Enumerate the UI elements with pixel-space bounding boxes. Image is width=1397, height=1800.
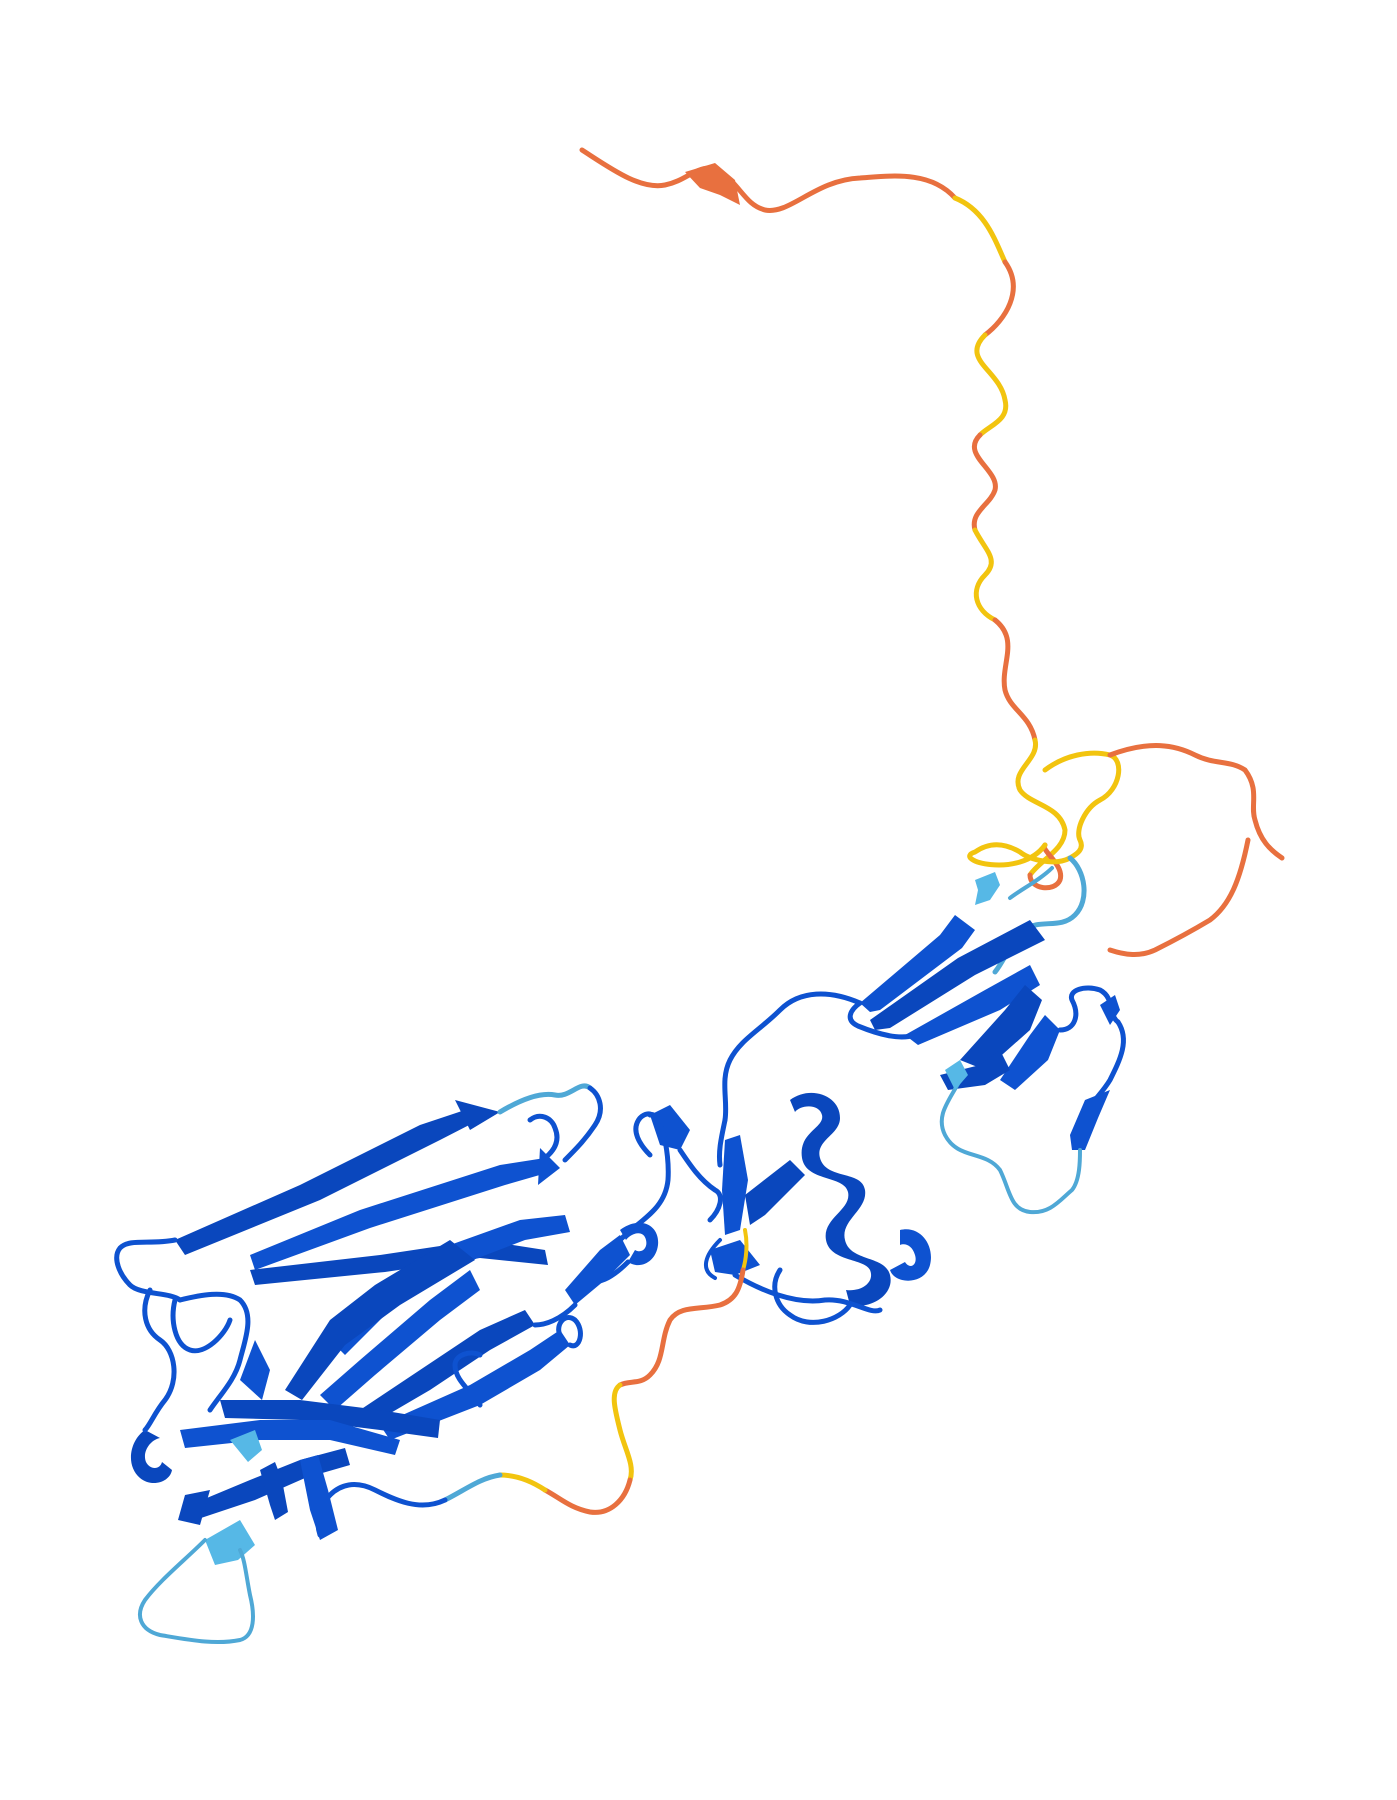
strand-upper-light-2: [945, 1060, 968, 1090]
strand-upper-5: [1000, 1015, 1060, 1090]
strand-lower-connector: [565, 1235, 630, 1305]
strand-central-1: [722, 1135, 748, 1235]
strand-lower-8: [380, 1330, 570, 1440]
strand-central-2: [745, 1160, 805, 1225]
strand-upper-4: [960, 985, 1042, 1070]
strand-lower-13: [300, 1455, 338, 1540]
helix-central-2: [890, 1229, 931, 1281]
disordered-n-terminal-tail: [579, 147, 1285, 957]
strand-lower-1: [175, 1110, 475, 1255]
strand-upper-3: [905, 965, 1040, 1045]
strand-upper-2: [870, 920, 1045, 1030]
strand-lower-7: [360, 1310, 535, 1425]
strand-central-4: [650, 1105, 690, 1150]
strand-lower-5: [285, 1240, 475, 1400]
helix-lower-1: [130, 1430, 172, 1484]
strand-upper-1: [860, 915, 975, 1012]
disordered-linker: [442, 1267, 746, 1515]
upper-beta-domain: [722, 855, 1126, 1215]
strand-lower-arrow-1: [455, 1100, 500, 1130]
strand-upper-tail: [1100, 995, 1120, 1025]
strand-lower-9: [220, 1400, 440, 1438]
strand-lower-light-1: [230, 1430, 262, 1462]
strand-upper-light-1: [975, 872, 1000, 905]
strand-lower-14: [260, 1462, 288, 1520]
strand-lower-10: [180, 1420, 400, 1455]
strand-lower-4: [330, 1215, 570, 1355]
strand-lower-6: [320, 1270, 480, 1410]
strand-lower-12: [240, 1340, 270, 1400]
lower-beta-sandwich-domain: [114, 1083, 661, 1645]
strand-lower-arrow-3: [178, 1490, 210, 1525]
helix-lower-2: [620, 1222, 659, 1266]
strand-central-3: [710, 1240, 760, 1275]
strand-lower-2: [250, 1158, 550, 1270]
tail-strand: [685, 163, 740, 205]
strand-upper-bottom: [1070, 1090, 1110, 1150]
helix-central-1: [790, 1092, 891, 1306]
